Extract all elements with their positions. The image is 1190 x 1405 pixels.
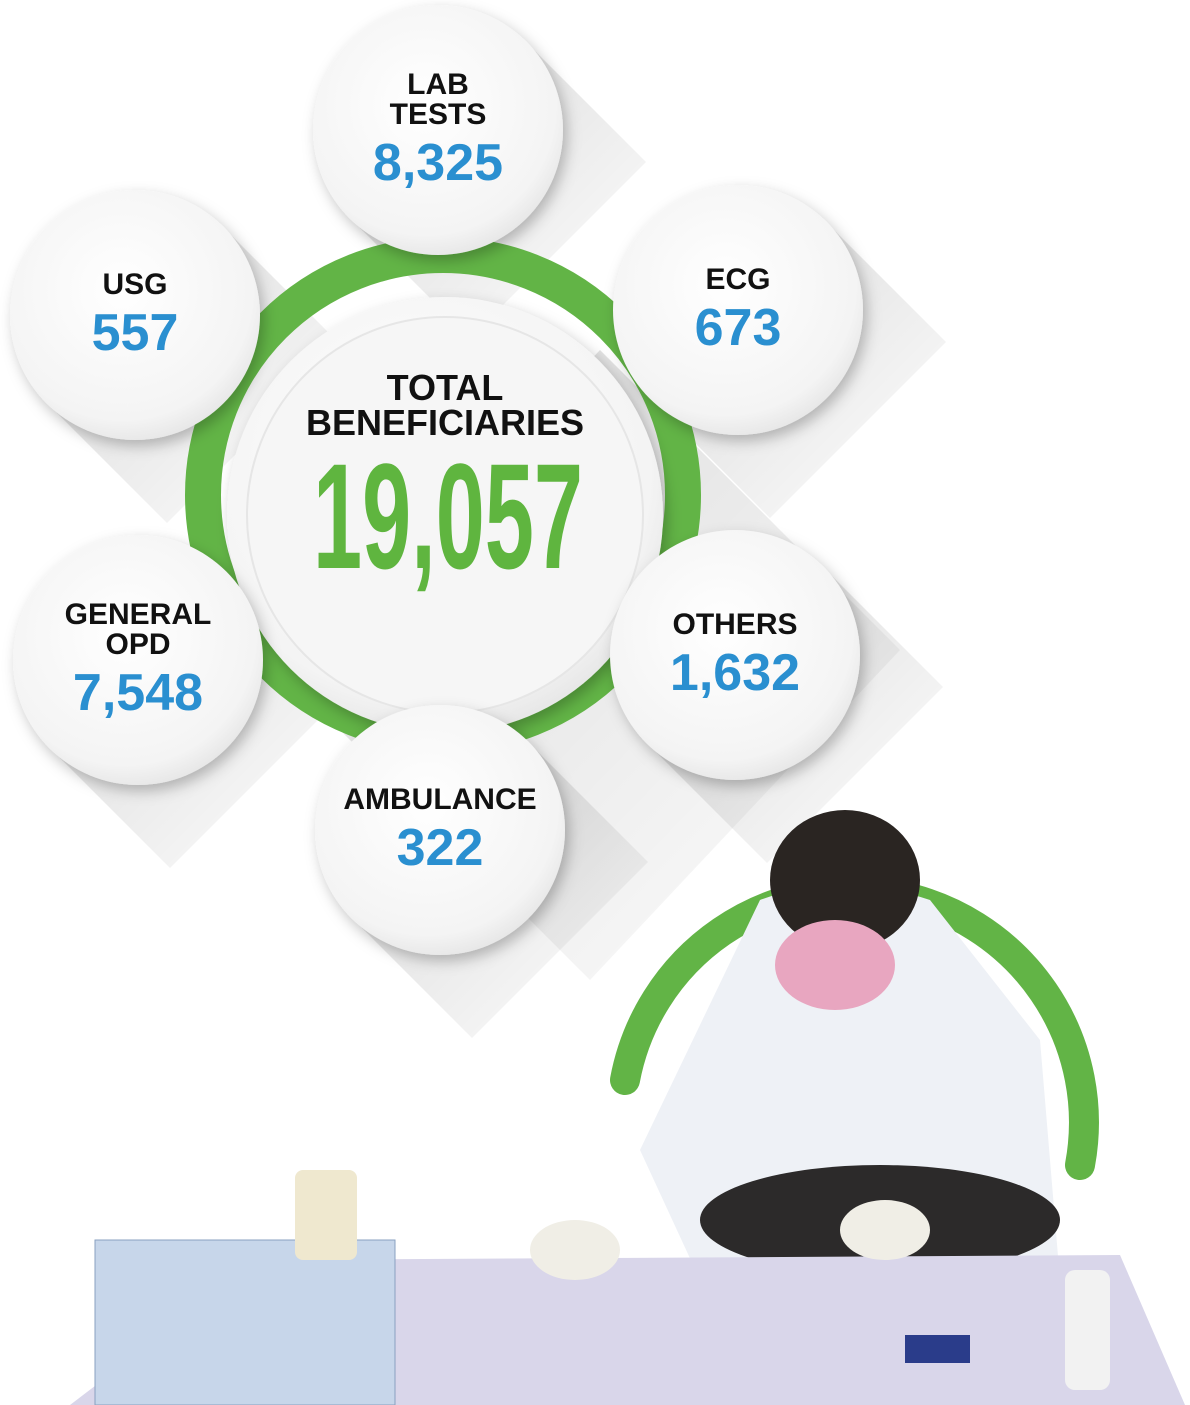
item-value: 673 [695,299,782,357]
item-label: LAB [407,68,469,101]
item-label: ECG [705,263,770,296]
infographic: LABTESTS8,325 USG557 ECG673 GENERALOPD7,548… [0,0,1190,1405]
item-value: 1,632 [670,644,800,702]
center-value: 19,057 [313,432,583,600]
item-value: 322 [397,819,484,877]
item-value: 8,325 [373,134,503,192]
item-value: 7,548 [73,664,203,722]
item-label: GENERAL [65,598,212,631]
page: LABTESTS8,325 USG557 ECG673 GENERALOPD7,548… [0,0,1190,1405]
item-label: USG [102,268,167,301]
item-value: 557 [92,304,179,362]
item-label: OPD [105,628,170,661]
item-label: OTHERS [672,608,797,641]
item-label: AMBULANCE [343,783,536,816]
item-label: TESTS [390,98,487,131]
